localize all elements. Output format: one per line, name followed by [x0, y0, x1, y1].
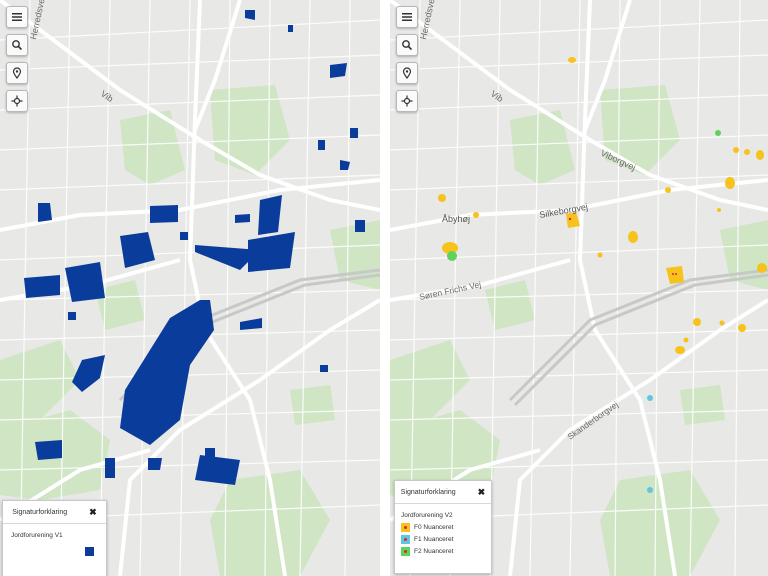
- locate-button[interactable]: [6, 90, 28, 112]
- right-map-canvas[interactable]: Herredsvej Vib Viborgvej Silkeborgvej Åb…: [390, 0, 768, 576]
- hamburger-icon: [12, 13, 22, 21]
- legend-title: Signaturforklaring: [12, 508, 68, 516]
- legend-item-label: F0 Nuanceret: [414, 524, 454, 531]
- crosshair-icon: [11, 95, 23, 107]
- legend-item-f0: F0 Nuanceret: [401, 523, 485, 532]
- left-map-canvas[interactable]: Herredsvej Vib: [0, 0, 380, 576]
- legend-header: Signaturforklaring ✖: [3, 501, 106, 524]
- location-button[interactable]: [6, 62, 28, 84]
- location-button[interactable]: [396, 62, 418, 84]
- f1-swatch: [401, 535, 410, 544]
- legend-item-f1: F1 Nuanceret: [401, 535, 485, 544]
- legend-item-label: F2 Nuanceret: [414, 548, 454, 555]
- menu-button[interactable]: [6, 6, 28, 28]
- right-map-panel[interactable]: Herredsvej Vib Viborgvej Silkeborgvej Åb…: [390, 0, 768, 576]
- main-roads: [0, 0, 380, 576]
- hamburger-icon: [402, 13, 412, 21]
- v1-swatch: [85, 547, 94, 556]
- f2-swatch: [401, 547, 410, 556]
- legend-item-f2: F2 Nuanceret: [401, 547, 485, 556]
- main-roads: [390, 0, 768, 576]
- legend-item-v1: [85, 547, 98, 556]
- contamination-f1: [647, 395, 653, 493]
- legend-group-label: Jordforurening V1: [11, 532, 63, 539]
- menu-button[interactable]: [396, 6, 418, 28]
- legend-header: Signaturforklaring ✖: [395, 481, 491, 504]
- left-map-panel[interactable]: Herredsvej Vib Signaturforklaring ✖ Jord…: [0, 0, 380, 576]
- street-grid: [0, 0, 380, 576]
- legend-item-label: F1 Nuanceret: [414, 536, 454, 543]
- crosshair-icon: [401, 95, 413, 107]
- f0-swatch: [401, 523, 410, 532]
- contamination-markers: [568, 217, 677, 275]
- legend-body: Jordforurening V1: [3, 524, 106, 567]
- contamination-f0: [438, 57, 767, 354]
- search-icon: [402, 40, 413, 51]
- legend-group-label: Jordforurening V2: [401, 512, 453, 519]
- map-pin-icon: [402, 67, 412, 79]
- legend-title: Signaturforklaring: [400, 488, 456, 496]
- right-legend: Signaturforklaring ✖ Jordforurening V2 F…: [394, 480, 492, 574]
- railway: [508, 268, 768, 407]
- contamination-v1: [24, 10, 365, 485]
- legend-close-button[interactable]: ✖: [89, 506, 97, 517]
- panel-divider: [380, 0, 390, 576]
- label-abyhoj: Åbyhøj: [442, 214, 470, 224]
- map-pin-icon: [12, 67, 22, 79]
- search-icon: [12, 40, 23, 51]
- search-button[interactable]: [6, 34, 28, 56]
- legend-body: Jordforurening V2 F0 Nuanceret F1 Nuance…: [395, 504, 491, 567]
- locate-button[interactable]: [396, 90, 418, 112]
- contamination-f2: [447, 130, 721, 261]
- search-button[interactable]: [396, 34, 418, 56]
- left-legend: Signaturforklaring ✖ Jordforurening V1: [2, 500, 107, 576]
- legend-close-button[interactable]: ✖: [477, 486, 486, 497]
- park-areas: [390, 85, 768, 576]
